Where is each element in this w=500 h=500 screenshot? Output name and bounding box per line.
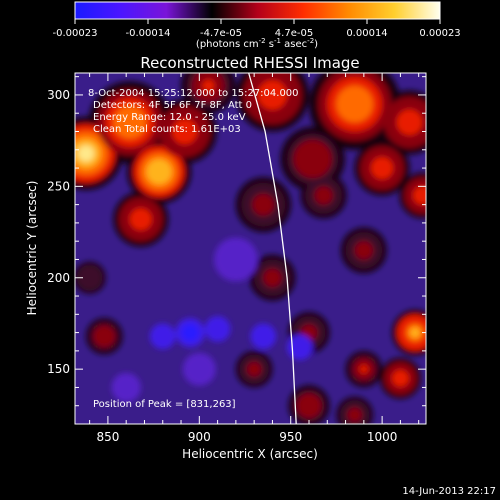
- heatmap-blob: [359, 365, 368, 374]
- y-tick-label: 150: [47, 362, 70, 376]
- colorbar-tick-label: -0.00014: [126, 28, 171, 39]
- colorbar-tick-label: -0.00023: [53, 28, 98, 39]
- x-tick-label: 900: [188, 430, 211, 444]
- heatmap-blob: [375, 161, 389, 175]
- heatmap-blob: [318, 190, 329, 201]
- heatmap-blob: [395, 373, 406, 383]
- heatmap-blob: [77, 145, 95, 162]
- colorbar: -0.00023 -0.00014 -4.7e-05 4.7e-05 0.00014 0.…: [53, 1, 461, 50]
- y-tick-label: 250: [47, 179, 70, 193]
- heatmap-blobs: [75, 73, 426, 424]
- footer-timestamp: 14-Jun-2013 22:17: [402, 486, 496, 497]
- colorbar-tick-label: 0.00014: [346, 28, 387, 39]
- x-tick-label: 950: [279, 430, 302, 444]
- x-tick-label: 850: [96, 430, 119, 444]
- solar-limb-curve: [248, 73, 297, 424]
- colorbar-tick-label: 0.00023: [419, 28, 460, 39]
- annotation-energy-range: Energy Range: 12.0 - 25.0 keV: [93, 112, 246, 123]
- colorbar-gradient: [74, 1, 441, 20]
- colorbar-tick-label: -4.7e-05: [200, 28, 242, 39]
- heatmap-blob: [417, 190, 426, 201]
- x-tick-label: 1000: [367, 430, 398, 444]
- annotation-clean-counts: Clean Total counts: 1.61E+03: [93, 124, 241, 135]
- y-tick-label: 200: [47, 271, 70, 285]
- heatmap-blob: [155, 328, 171, 344]
- heatmap-blob: [305, 151, 320, 167]
- heatmap-blob: [120, 113, 140, 132]
- heatmap-blob: [177, 124, 192, 139]
- heatmap-blob: [255, 328, 271, 344]
- x-axis-label: Heliocentric X (arcsec): [182, 447, 318, 461]
- heatmap-blob: [181, 323, 199, 342]
- heatmap-blob: [100, 332, 109, 341]
- heatmap-image: [75, 73, 426, 424]
- heatmap-blob: [209, 321, 226, 337]
- heatmap-blob: [222, 246, 250, 273]
- annotation-time-range: 8-Oct-2004 15:25:12.000 to 15:27:04.000: [88, 88, 299, 99]
- plot-frame: [74, 72, 427, 425]
- colorbar-units: (photons cm-2 s-1 asec-2): [196, 37, 318, 50]
- heatmap-blob: [250, 365, 259, 374]
- heatmap-blob: [350, 410, 359, 419]
- heatmap-blob: [304, 327, 314, 338]
- y-axis-label: Heliocentric Y (arcsec): [25, 181, 39, 316]
- heatmap-blob: [257, 198, 270, 211]
- heatmap-blob: [134, 213, 147, 226]
- annotation-detectors: Detectors: 4F 5F 6F 7F 8F, Att 0: [93, 100, 252, 111]
- plot-area: 850 900 950 1000 150 200 250 300: [47, 72, 427, 444]
- heatmap-blob: [304, 401, 314, 411]
- heatmap-blob: [117, 378, 135, 397]
- heatmap-blob: [264, 86, 281, 104]
- heatmap-blob: [344, 93, 365, 115]
- heatmap-blob: [86, 274, 94, 282]
- annotation-peak-position: Position of Peak = [831,263]: [93, 399, 236, 410]
- heatmap-blob: [202, 79, 215, 92]
- heatmap-blob: [151, 164, 167, 179]
- annotations: 8-Oct-2004 15:25:12.000 to 15:27:04.000 …: [88, 88, 299, 410]
- heatmap-blob: [189, 359, 210, 380]
- heatmap-blob: [402, 115, 417, 130]
- heatmap-blob: [409, 327, 421, 338]
- heatmap-blob: [358, 245, 369, 256]
- chart-title: Reconstructed RHESSI Image: [140, 54, 359, 72]
- colorbar-ticks: -0.00023 -0.00014 -4.7e-05 4.7e-05 0.00014 0.…: [53, 19, 461, 39]
- heatmap-blob: [292, 339, 308, 355]
- colorbar-tick-label: 4.7e-05: [275, 28, 313, 39]
- heatmap-blob: [267, 272, 278, 283]
- y-tick-label: 300: [47, 88, 70, 102]
- axis-ticks: 850 900 950 1000 150 200 250 300: [47, 73, 426, 444]
